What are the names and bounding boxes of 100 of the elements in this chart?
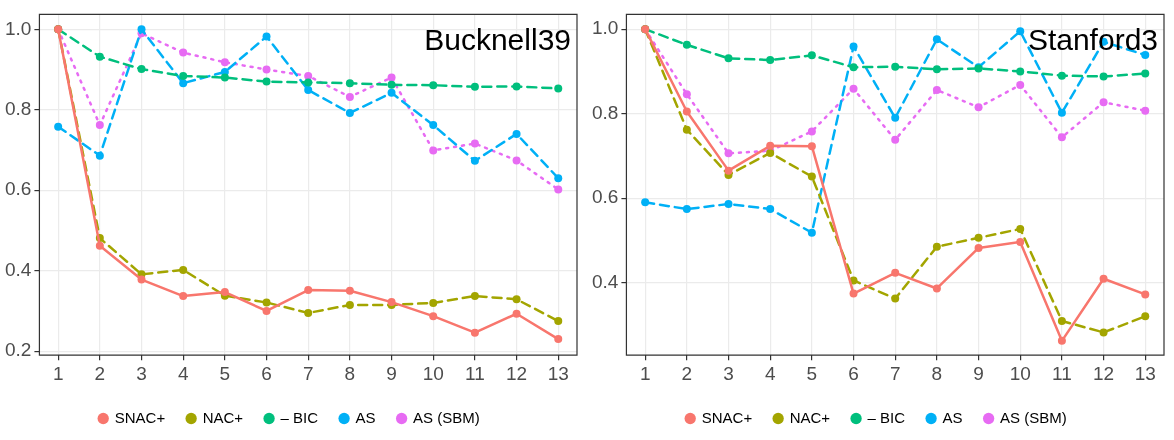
point [429, 81, 438, 90]
point [262, 306, 271, 315]
point [387, 88, 396, 97]
point [1057, 316, 1066, 325]
x-tick-label: 5 [219, 362, 231, 384]
point [345, 79, 354, 88]
point [807, 172, 816, 181]
point [932, 284, 941, 293]
legend-label: AS (SBM) [413, 408, 480, 426]
x-tick-label: 13 [547, 362, 569, 384]
x-tick-label: 9 [386, 362, 397, 384]
point [849, 84, 858, 93]
point [554, 335, 563, 344]
point [137, 25, 146, 34]
legend-label: – BIC [867, 408, 906, 426]
point [807, 142, 816, 151]
point [849, 63, 858, 72]
x-tick-label: 3 [723, 362, 734, 384]
point [1016, 80, 1025, 89]
y-tick-label: 0.8 [591, 101, 619, 123]
point [849, 42, 858, 51]
point [304, 86, 313, 95]
x-tick-label: 12 [1093, 362, 1115, 384]
legend-label: NAC+ [789, 408, 831, 426]
point [262, 77, 271, 86]
x-tick-label: 6 [848, 362, 859, 384]
point [220, 73, 229, 82]
x-tick-label: 10 [422, 362, 444, 384]
x-tick-label: 1 [639, 362, 651, 384]
point [807, 228, 816, 237]
point [512, 129, 521, 138]
point [95, 121, 104, 130]
point [304, 308, 313, 317]
point [1099, 328, 1108, 337]
point [554, 317, 563, 325]
point [891, 268, 900, 277]
point [512, 156, 521, 165]
point [554, 185, 563, 194]
point [932, 85, 941, 94]
point [891, 135, 900, 144]
point [429, 298, 438, 307]
point [470, 82, 479, 91]
point [512, 309, 521, 318]
point [54, 122, 63, 131]
point [345, 286, 354, 295]
x-tick-label: 10 [1009, 362, 1031, 384]
point [682, 40, 691, 49]
x-tick-label: 6 [261, 362, 272, 384]
point [179, 79, 188, 88]
point [95, 52, 104, 61]
point [974, 233, 983, 242]
x-tick-label: 7 [302, 362, 314, 384]
chart-title: Stanford3 [1027, 22, 1158, 56]
x-tick-label: 8 [931, 362, 943, 384]
point [1099, 72, 1108, 81]
x-tick-label: 12 [506, 362, 528, 384]
point [724, 200, 733, 209]
point [682, 125, 691, 134]
point [179, 48, 188, 57]
x-tick-label: 4 [764, 362, 776, 384]
point [554, 84, 563, 93]
point [345, 108, 354, 117]
point [1141, 106, 1150, 115]
point [387, 80, 396, 89]
point [1016, 224, 1025, 233]
point [470, 292, 479, 301]
x-tick-label: 5 [806, 362, 818, 384]
point [1141, 290, 1150, 299]
point [429, 121, 438, 130]
point [1016, 67, 1025, 76]
point [766, 205, 775, 214]
point [220, 58, 229, 67]
point [429, 146, 438, 155]
point [724, 54, 733, 63]
point [932, 242, 941, 251]
x-tick-label: 8 [344, 362, 356, 384]
x-tick-label: 11 [1052, 362, 1072, 384]
point [95, 151, 104, 160]
point [429, 312, 438, 321]
point [137, 275, 146, 284]
legend-label: AS [355, 408, 376, 426]
x-tick-label: 2 [94, 362, 106, 384]
point [179, 71, 188, 80]
point [849, 289, 858, 298]
point [1016, 27, 1025, 36]
point [682, 205, 691, 214]
x-tick-label: 4 [177, 362, 189, 384]
y-tick-label: 0.6 [4, 178, 32, 200]
point [891, 294, 900, 303]
point [807, 51, 816, 60]
point [262, 32, 271, 41]
x-tick-label: 1 [52, 362, 64, 384]
point [179, 265, 188, 274]
point [724, 166, 733, 175]
point [470, 156, 479, 165]
point [470, 328, 479, 337]
y-tick-label: 1.0 [4, 17, 32, 39]
y-tick-label: 0.8 [4, 97, 32, 119]
point [137, 65, 146, 74]
point [1141, 50, 1150, 59]
